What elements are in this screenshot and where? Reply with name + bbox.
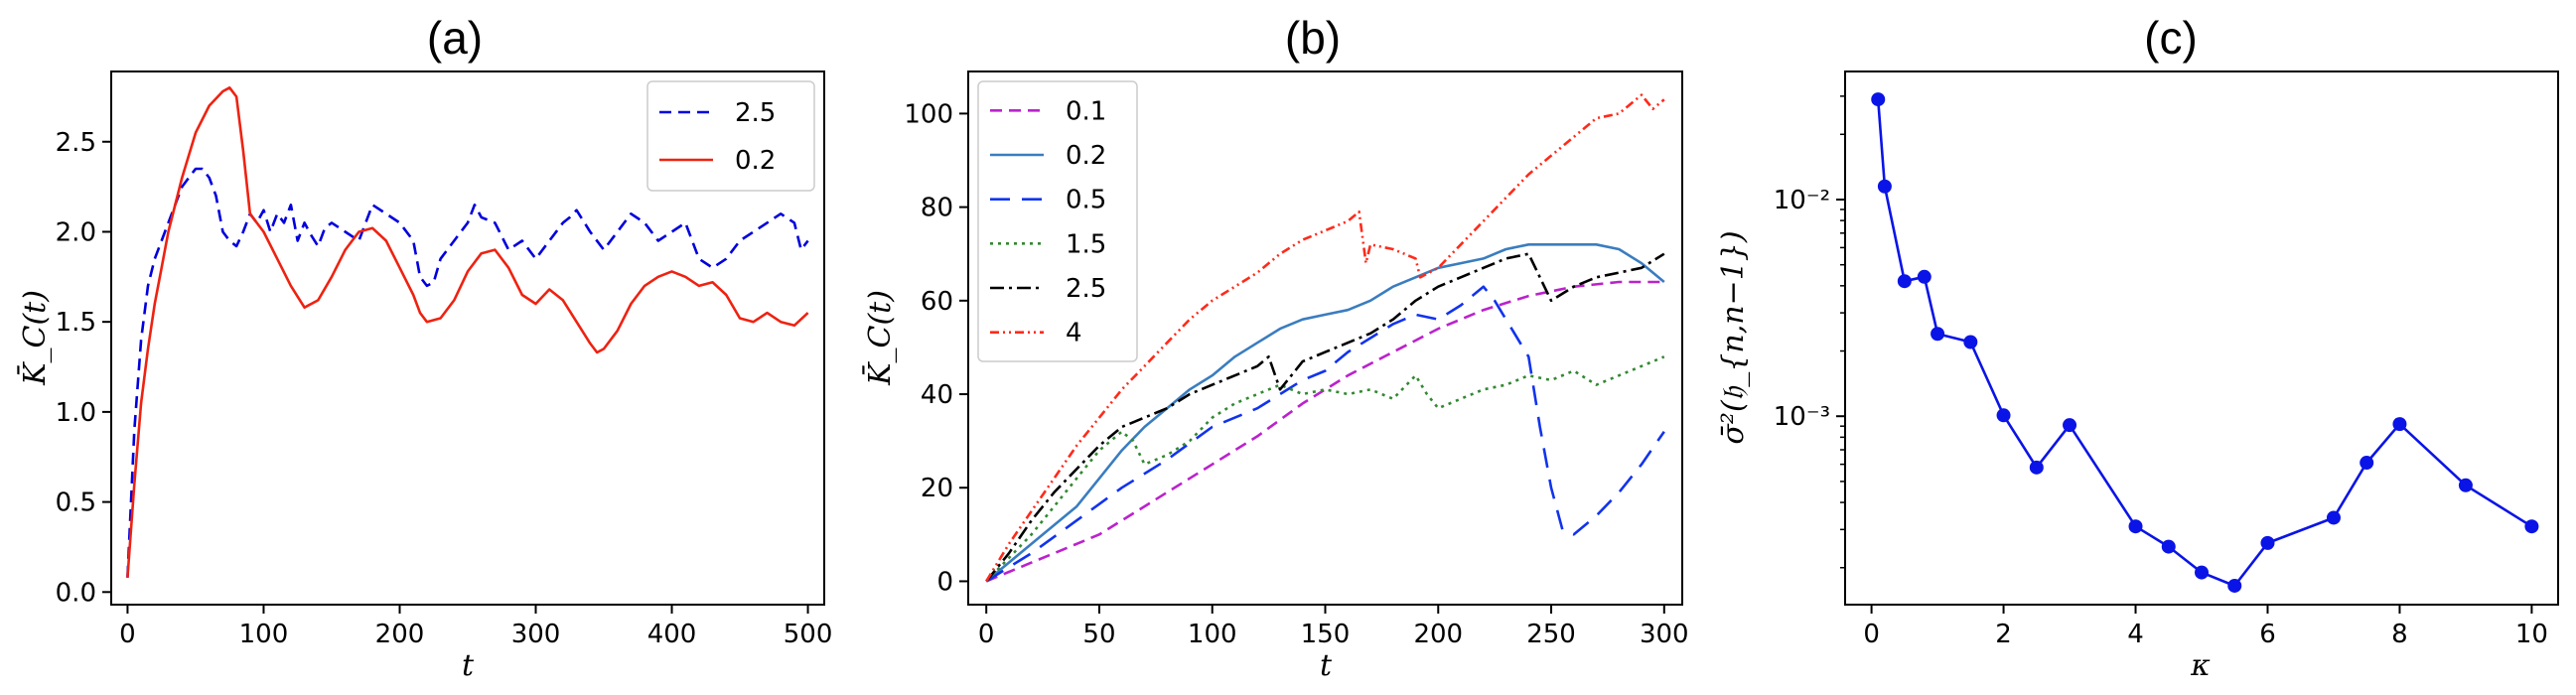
y-tick-label: 1.0 xyxy=(56,398,96,428)
x-tick-label: 4 xyxy=(2127,620,2144,649)
x-tick-label: 300 xyxy=(511,620,561,649)
legend-label-0-1: 0.1 xyxy=(1066,96,1106,126)
panel-b-xlabel: t xyxy=(1320,648,1333,683)
data-point-c xyxy=(1871,92,1886,107)
panel-a-legend: 2.5 0.2 xyxy=(646,80,815,192)
panel-a: (a) 0 100 200 300 400 500 0.0 0.5 1.0 1.5 2.0 2.5 t… xyxy=(17,12,833,683)
panel-b-title: (b) xyxy=(1285,12,1341,64)
panel-b: (b) 0 50 100 150 200 250 300 0 20 40 60 80 100 t K̄_… xyxy=(862,12,1689,683)
y-tick-label: 60 xyxy=(921,287,953,317)
legend-box xyxy=(646,80,815,192)
data-point-c xyxy=(1931,327,1945,342)
data-point-c xyxy=(2260,535,2275,550)
data-point-c xyxy=(2524,519,2539,534)
x-tick-label: 100 xyxy=(239,620,289,649)
legend-label-2-5: 2.5 xyxy=(735,98,776,128)
panel-c-series xyxy=(1871,92,2539,593)
legend-label-4: 4 xyxy=(1066,319,1082,348)
panel-c: (c) 0 2 4 6 8 10 10⁻³ 10⁻² κ σ̄²(𝔥_{n,n−1}) xyxy=(1716,12,2559,683)
x-tick-label: 500 xyxy=(784,620,833,649)
data-point-c xyxy=(1877,179,1892,194)
data-point-c xyxy=(2227,578,2242,593)
series-line-a-0-2 xyxy=(126,86,809,578)
y-tick-label: 1.5 xyxy=(56,308,96,338)
panel-a-title: (a) xyxy=(427,12,483,64)
y-tick-label: 20 xyxy=(921,474,953,503)
panel-a-ticks: 0 100 200 300 400 500 0.0 0.5 1.0 1.5 2.0 2.5 xyxy=(56,128,833,649)
y-tick-label: 100 xyxy=(904,99,953,129)
panel-c-ylabel: σ̄²(𝔥_{n,n−1}) xyxy=(1716,230,1751,444)
panel-c-frame xyxy=(1844,70,2559,606)
panel-b-ticks: 0 50 100 150 200 250 300 0 20 40 60 80 100 xyxy=(904,99,1688,649)
legend-label-0-5: 0.5 xyxy=(1066,186,1106,215)
x-tick-label: 6 xyxy=(2259,620,2276,649)
legend-label-0-2: 0.2 xyxy=(1066,141,1106,171)
series-line-a-2-5 xyxy=(126,167,809,578)
x-tick-label: 200 xyxy=(375,620,425,649)
y-tick-label: 10⁻³ xyxy=(1774,402,1830,432)
series-line-b-4 xyxy=(985,93,1665,583)
data-point-c xyxy=(2195,565,2209,580)
y-tick-label: 10⁻² xyxy=(1774,186,1830,215)
x-tick-label: 2 xyxy=(1995,620,2012,649)
legend-label-0-2: 0.2 xyxy=(735,146,776,176)
data-point-c xyxy=(2128,519,2143,534)
series-line-b-0-5 xyxy=(985,285,1665,583)
y-tick-label: 0 xyxy=(936,567,953,597)
data-point-c xyxy=(2326,510,2341,525)
legend-label-1-5: 1.5 xyxy=(1066,229,1106,259)
data-point-c xyxy=(2360,456,2374,471)
panel-b-legend: 0.1 0.2 0.5 1.5 2.5 4 xyxy=(977,80,1138,362)
data-point-c xyxy=(2063,418,2077,433)
y-tick-label: 0.5 xyxy=(56,488,96,518)
series-line-b-0-2 xyxy=(985,243,1665,583)
data-point-c xyxy=(2161,539,2176,554)
x-tick-label: 150 xyxy=(1301,620,1351,649)
legend-box xyxy=(977,80,1138,362)
panel-a-frame xyxy=(110,70,825,606)
x-tick-label: 50 xyxy=(1082,620,1115,649)
panel-b-series xyxy=(985,93,1665,583)
series-line-b-1-5 xyxy=(985,355,1665,583)
panel-b-ylabel: K̄_C(t) xyxy=(862,290,898,386)
y-tick-label: 2.0 xyxy=(56,217,96,247)
x-tick-label: 8 xyxy=(2391,620,2408,649)
y-tick-label: 2.5 xyxy=(56,128,96,158)
y-tick-label: 0.0 xyxy=(56,578,96,608)
x-tick-label: 0 xyxy=(978,620,995,649)
x-tick-label: 10 xyxy=(2515,620,2548,649)
data-point-c xyxy=(2392,417,2407,432)
x-tick-label: 250 xyxy=(1526,620,1576,649)
panel-c-ticks: 0 2 4 6 8 10 10⁻³ 10⁻² xyxy=(1774,95,2548,649)
data-point-c xyxy=(1996,408,2011,423)
data-point-c xyxy=(1897,274,1912,289)
series-line-b-0-1 xyxy=(985,280,1664,583)
x-tick-label: 400 xyxy=(647,620,697,649)
x-tick-label: 0 xyxy=(1863,620,1880,649)
panel-a-ylabel: K̄_C(t) xyxy=(17,290,53,386)
x-tick-label: 300 xyxy=(1640,620,1689,649)
data-point-c xyxy=(2458,478,2473,492)
y-tick-label: 40 xyxy=(921,380,953,410)
x-tick-label: 0 xyxy=(119,620,136,649)
legend-label-2-5: 2.5 xyxy=(1066,274,1106,304)
panel-c-xlabel: κ xyxy=(2190,648,2211,683)
series-line-b-2-5 xyxy=(985,252,1665,583)
panel-a-xlabel: t xyxy=(462,648,475,683)
x-tick-label: 100 xyxy=(1188,620,1237,649)
data-point-c xyxy=(2029,460,2044,475)
x-tick-label: 200 xyxy=(1413,620,1463,649)
panel-a-series xyxy=(126,86,809,578)
panel-c-title: (c) xyxy=(2144,12,2198,64)
data-point-c xyxy=(1963,335,1978,349)
y-tick-label: 80 xyxy=(921,194,953,223)
data-point-c xyxy=(1917,269,1932,284)
